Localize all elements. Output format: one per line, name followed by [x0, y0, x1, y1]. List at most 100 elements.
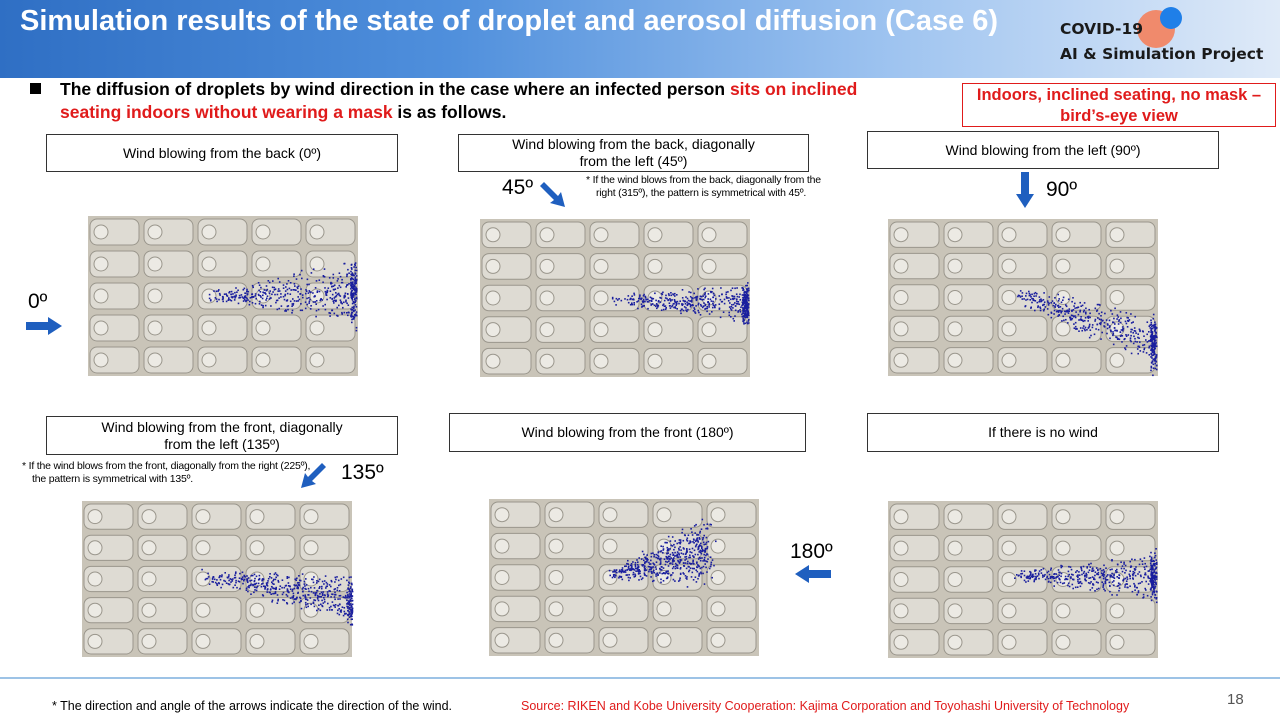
view-label-box: Indoors, inclined seating, no mask – bir… [962, 83, 1276, 127]
person-head [87, 602, 103, 618]
person-head [893, 634, 909, 650]
person-head [93, 256, 109, 272]
wind-arrow-down-icon [1016, 172, 1034, 208]
person-head [548, 507, 564, 523]
person-head [87, 633, 103, 649]
person-head [87, 509, 103, 525]
square-bullet-icon [30, 83, 41, 94]
person-head [1001, 509, 1017, 525]
person-head [255, 320, 271, 336]
simulation-image-135 [82, 501, 354, 657]
person-head [1109, 352, 1125, 368]
person-head [147, 224, 163, 240]
person-head [141, 540, 157, 556]
note-135: * If the wind blows from the front, diag… [22, 460, 311, 485]
person-head [494, 601, 510, 617]
person-head [1001, 634, 1017, 650]
person-head [201, 320, 217, 336]
person-head [593, 290, 609, 306]
person-head [710, 570, 726, 585]
person-head [309, 320, 325, 336]
person-head [710, 507, 726, 523]
person-head [593, 322, 609, 338]
person-head [1001, 603, 1017, 619]
person-head [1109, 321, 1125, 337]
person-head [539, 290, 555, 306]
person-head [701, 322, 717, 338]
person-head [701, 258, 717, 274]
person-head [255, 352, 271, 368]
person-head [947, 321, 963, 337]
person-head [1001, 258, 1017, 274]
person-head [494, 507, 510, 523]
person-head [201, 288, 217, 304]
person-head [1109, 634, 1125, 650]
person-head [602, 507, 618, 523]
person-head [485, 227, 501, 243]
person-head [548, 570, 564, 585]
person-head [602, 601, 618, 617]
footer-source: Source: RIKEN and Kobe University Cooper… [521, 699, 1130, 713]
person-head [195, 509, 211, 525]
person-head [87, 571, 103, 587]
person-head [1001, 321, 1017, 337]
person-head [1109, 603, 1125, 619]
panel-label-45: Wind blowing from the back, diagonally f… [458, 134, 809, 172]
person-head [647, 258, 663, 274]
wind-arrow-diagonal-down-left-icon [301, 463, 326, 488]
person-head [947, 634, 963, 650]
person-head [656, 507, 672, 523]
person-head [303, 633, 319, 649]
person-head [1001, 352, 1017, 368]
person-head [1055, 540, 1071, 556]
angle-label-180: 180º [790, 540, 833, 563]
person-head [602, 538, 618, 554]
person-head [485, 290, 501, 306]
note-45: * If the wind blows from the back, diago… [586, 174, 821, 199]
person-head [485, 322, 501, 338]
person-head [1109, 258, 1125, 274]
page-number: 18 [1227, 691, 1244, 708]
person-head [309, 352, 325, 368]
person-head [201, 224, 217, 240]
person-head [147, 288, 163, 304]
logo-blue-circle [1160, 7, 1182, 29]
person-head [947, 258, 963, 274]
person-head [494, 538, 510, 554]
person-head [141, 571, 157, 587]
person-head [147, 352, 163, 368]
person-head [893, 227, 909, 243]
person-head [141, 602, 157, 618]
simulation-image-90 [888, 219, 1158, 377]
panel-label-135: Wind blowing from the front, diagonally … [46, 416, 398, 455]
person-head [539, 227, 555, 243]
person-head [1055, 258, 1071, 274]
person-head [249, 602, 265, 618]
person-head [195, 540, 211, 556]
person-head [893, 258, 909, 274]
logo-text-line2: AI & Simulation Project [1060, 45, 1264, 63]
person-head [947, 603, 963, 619]
person-head [141, 509, 157, 525]
person-head [303, 509, 319, 525]
simulation-image-no-wind [888, 501, 1158, 658]
panel-label-90: Wind blowing from the left (90º) [867, 131, 1219, 169]
person-head [947, 540, 963, 556]
person-head [701, 353, 717, 369]
person-head [656, 601, 672, 617]
person-head [710, 601, 726, 617]
simulation-image-0 [88, 216, 358, 376]
person-head [303, 540, 319, 556]
person-head [602, 632, 618, 648]
person-head [1001, 572, 1017, 587]
panel-label-no-wind: If there is no wind [867, 413, 1219, 452]
person-head [647, 353, 663, 369]
person-head [548, 538, 564, 554]
droplet-cloud [1017, 290, 1158, 377]
person-head [947, 572, 963, 587]
person-head [147, 256, 163, 272]
person-head [893, 509, 909, 525]
droplet-cloud [208, 262, 358, 332]
person-head [494, 570, 510, 585]
person-head [1055, 634, 1071, 650]
